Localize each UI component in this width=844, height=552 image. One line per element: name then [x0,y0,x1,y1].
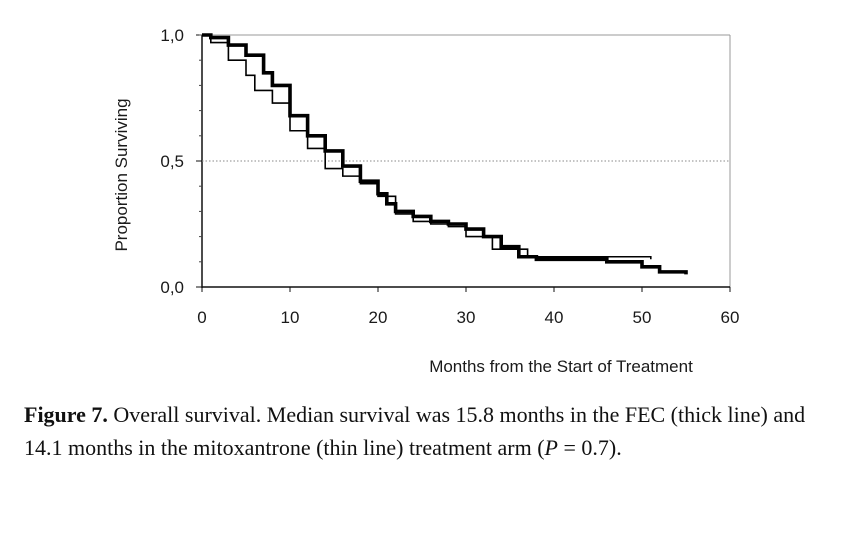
thick-survival-curve [202,33,688,275]
x-tick-label: 30 [457,308,476,327]
y-tick-label: 0,0 [160,278,184,297]
y-tick-label: 1,0 [160,26,184,45]
x-axis-ticks: 0 10 20 30 40 50 60 [197,287,739,327]
x-axis-title: Months from the Start of Treatment [429,357,693,376]
thin-survival-curve [202,34,652,260]
series-layer [202,33,688,275]
caption-label: Figure 7. [24,402,108,427]
x-tick-label: 40 [545,308,564,327]
caption-p-symbol: P [544,435,558,460]
caption-p-value: = 0.7). [558,435,622,460]
plot-frame [201,34,731,288]
survival-chart: 0,0 0,5 1,0 0 10 20 30 40 50 60 Proportion Survi… [112,26,739,376]
x-tick-label: 0 [197,308,206,327]
x-tick-label: 60 [721,308,740,327]
caption-text: Overall survival. Median survival was 15… [24,402,806,460]
x-tick-label: 20 [369,308,388,327]
y-tick-label: 0,5 [160,152,184,171]
figure-caption: Figure 7. Overall survival. Median survi… [24,398,824,464]
x-tick-label: 50 [633,308,652,327]
y-axis-title: Proportion Surviving [112,98,131,251]
x-tick-label: 10 [281,308,300,327]
y-axis-ticks: 0,0 0,5 1,0 [160,26,202,297]
